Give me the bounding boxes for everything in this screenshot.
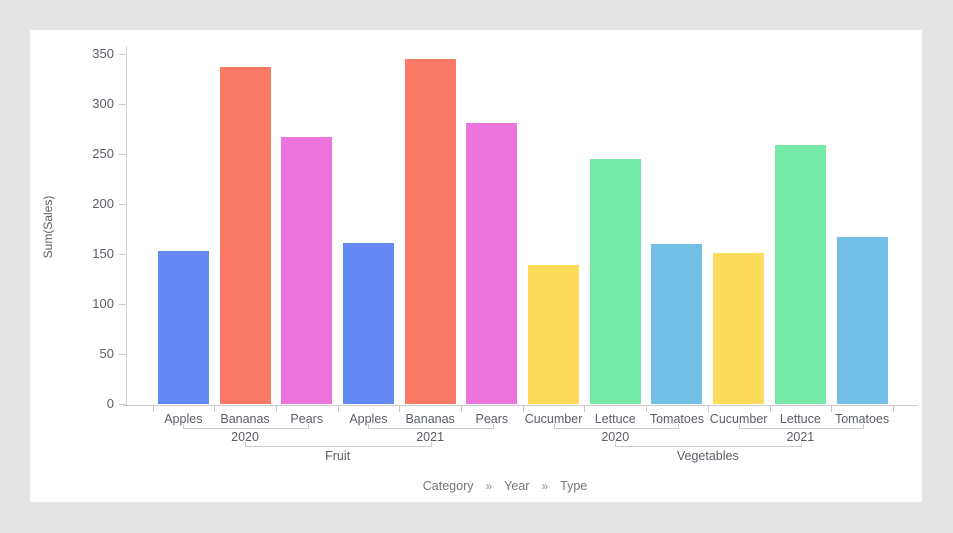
bar-vegetables-2021-tomatoes[interactable] bbox=[836, 237, 888, 404]
year-group-bracket bbox=[368, 424, 494, 429]
bar-vegetables-2020-cucumber[interactable] bbox=[528, 265, 580, 404]
x-axis-tick bbox=[275, 406, 277, 412]
y-tick-label: 150 bbox=[92, 246, 114, 261]
x-tick-label-type: Pears bbox=[290, 412, 324, 426]
hierarchy-level-label: Year bbox=[504, 479, 530, 493]
x-axis-line bbox=[123, 405, 917, 406]
x-tick-label-type: Tomatoes bbox=[649, 412, 705, 426]
y-tick-label: 200 bbox=[92, 196, 114, 211]
x-axis-tick bbox=[707, 406, 709, 412]
y-tick-label: 100 bbox=[92, 296, 114, 311]
x-tick-label-year: 2021 bbox=[416, 430, 445, 444]
bar-fruit-2021-apples[interactable] bbox=[342, 243, 394, 404]
x-axis-tick bbox=[831, 406, 833, 412]
hierarchy-level-label: Category bbox=[422, 479, 474, 493]
x-tick-label-type: Bananas bbox=[220, 412, 270, 426]
x-axis-tick bbox=[646, 406, 648, 412]
x-axis-tick bbox=[399, 406, 401, 412]
y-tick-mark bbox=[119, 204, 126, 205]
y-tick-mark bbox=[119, 254, 126, 255]
y-tick-label: 0 bbox=[106, 396, 114, 411]
bar-fruit-2020-pears[interactable] bbox=[281, 137, 333, 404]
y-tick-label: 50 bbox=[99, 346, 114, 361]
x-tick-label-year: 2020 bbox=[231, 430, 259, 444]
x-tick-label-type: Tomatoes bbox=[834, 412, 890, 426]
bar-vegetables-2021-cucumber[interactable] bbox=[713, 253, 765, 404]
hierarchy-separator-icon: » bbox=[541, 479, 549, 493]
y-tick-label: 250 bbox=[92, 146, 114, 161]
bar-vegetables-2020-tomatoes[interactable] bbox=[651, 244, 703, 404]
x-tick-label-year: 2021 bbox=[786, 430, 815, 444]
y-tick-mark bbox=[119, 104, 126, 105]
x-axis-tick bbox=[337, 406, 339, 412]
bar-fruit-2021-pears[interactable] bbox=[466, 123, 518, 404]
x-tick-label-type: Apples bbox=[349, 412, 388, 426]
x-axis-tick bbox=[892, 406, 894, 412]
x-axis-tick bbox=[461, 406, 462, 412]
category-group-bracket bbox=[245, 442, 433, 447]
y-tick-mark bbox=[119, 154, 126, 155]
bar-fruit-2020-apples[interactable] bbox=[157, 251, 209, 404]
hierarchy-level-label: Type bbox=[560, 479, 588, 493]
category-group-bracket bbox=[615, 442, 803, 447]
x-tick-label-type: Cucumber bbox=[709, 412, 768, 426]
hierarchy-separator-icon: » bbox=[485, 479, 493, 493]
x-tick-label-type: Cucumber bbox=[524, 412, 583, 426]
y-axis-title: Sum(Sales) bbox=[41, 195, 55, 259]
x-axis-tick bbox=[522, 406, 524, 412]
x-tick-label-type: Apples bbox=[164, 412, 203, 426]
y-tick-label: 350 bbox=[92, 46, 114, 61]
y-tick-mark bbox=[119, 304, 126, 305]
year-group-bracket bbox=[183, 424, 309, 429]
x-axis-tick bbox=[769, 406, 771, 412]
bar-fruit-2020-bananas[interactable] bbox=[219, 67, 271, 404]
bar-vegetables-2021-lettuce[interactable] bbox=[774, 145, 826, 404]
x-tick-label-year: 2020 bbox=[601, 430, 630, 444]
x-tick-label-type: Bananas bbox=[405, 412, 455, 426]
bar-fruit-2021-bananas[interactable] bbox=[404, 59, 456, 404]
year-group-bracket bbox=[553, 424, 679, 429]
y-axis-line bbox=[126, 46, 127, 405]
x-tick-label-type: Lettuce bbox=[594, 412, 636, 426]
bar-vegetables-2020-lettuce[interactable] bbox=[589, 159, 641, 404]
y-tick-mark bbox=[119, 404, 126, 405]
x-axis-tick bbox=[152, 406, 154, 412]
x-axis-tick bbox=[584, 406, 586, 412]
x-tick-label-category: Vegetables bbox=[676, 449, 739, 463]
x-tick-label-category: Fruit bbox=[325, 449, 351, 463]
y-tick-mark bbox=[119, 354, 126, 355]
x-axis-tick bbox=[214, 406, 216, 412]
x-tick-label-type: Lettuce bbox=[779, 412, 821, 426]
hierarchy-breadcrumb: Category » Year » Type bbox=[423, 479, 587, 493]
y-tick-label: 300 bbox=[92, 96, 114, 111]
chart-panel: Sum(Sales) 0 50 100 150 200 250 300 350 Apples Ba… bbox=[30, 30, 922, 502]
y-tick-mark bbox=[119, 54, 126, 55]
x-tick-label-type: Pears bbox=[475, 412, 509, 426]
year-group-bracket bbox=[738, 424, 865, 429]
